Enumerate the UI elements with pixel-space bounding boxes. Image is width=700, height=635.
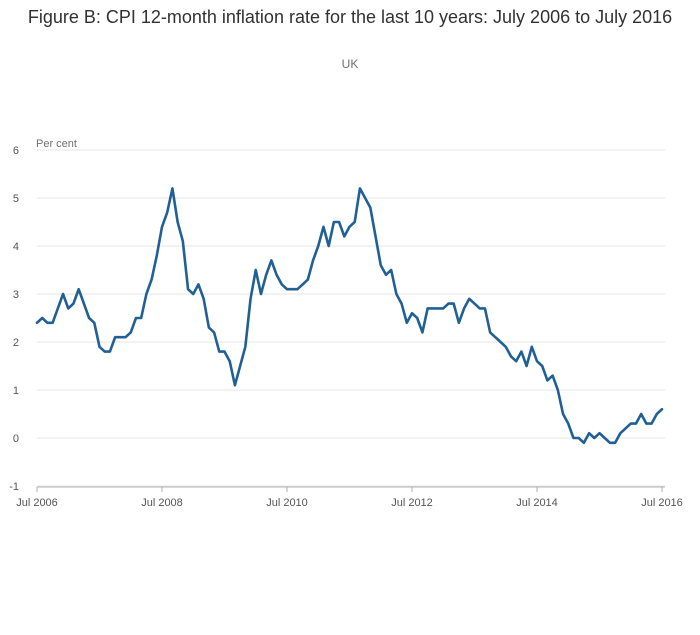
y-tick-label: -1 <box>9 481 19 493</box>
y-tick-label: 0 <box>13 433 19 445</box>
y-tick-label: 4 <box>13 241 19 253</box>
y-tick-label: 5 <box>13 193 19 205</box>
x-tick-label: Jul 2012 <box>391 497 433 509</box>
y-axis-label: Per cent <box>36 138 77 150</box>
x-tick-label: Jul 2010 <box>266 497 308 509</box>
y-tick-label: 3 <box>13 289 19 301</box>
y-tick-label: 6 <box>13 145 19 157</box>
y-tick-label: 2 <box>13 337 19 349</box>
y-axis: -1 0 1 2 3 4 5 6 <box>9 145 19 493</box>
series-lines <box>35 187 664 445</box>
x-tick-label: Jul 2006 <box>16 497 58 509</box>
series-line <box>35 187 664 445</box>
gridlines <box>37 149 665 487</box>
x-tick-label: Jul 2016 <box>641 497 683 509</box>
chart-title: Figure B: CPI 12-month inflation rate fo… <box>27 7 673 27</box>
y-tick-label: 1 <box>13 385 19 397</box>
x-axis: Jul 2006 Jul 2008 Jul 2010 Jul 2012 Jul 2014… <box>16 486 683 509</box>
x-tick-label: Jul 2008 <box>141 497 183 509</box>
x-tick-label: Jul 2014 <box>516 497 558 509</box>
chart-subtitle: UK <box>341 57 359 71</box>
